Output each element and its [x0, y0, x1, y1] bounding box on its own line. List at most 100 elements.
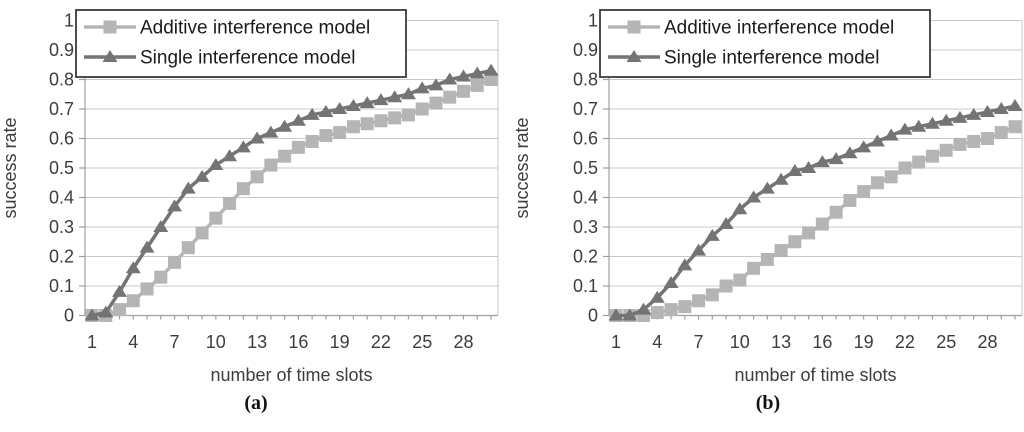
x-tick-label: 28 [453, 332, 473, 352]
x-tick-label: 10 [730, 332, 750, 352]
y-tick-label: 0.2 [573, 247, 598, 267]
series-marker-additive [484, 73, 498, 86]
series-marker-additive [788, 235, 802, 249]
series-marker-additive [953, 137, 967, 151]
series-marker-single [897, 122, 913, 135]
series-marker-single [290, 113, 306, 126]
series-marker-single [938, 113, 954, 126]
legend-label: Additive interference model [140, 18, 370, 39]
y-tick-label: 0.3 [49, 217, 74, 237]
series-marker-single [208, 158, 224, 171]
series-marker-single [649, 290, 665, 303]
series-marker-single [814, 155, 830, 168]
x-tick-label: 4 [652, 332, 662, 352]
series-marker-single [304, 107, 320, 120]
chart-panel-b: 0 0.1 0.2 0.3 0.4 0.5 0.6 0.7 0.8 0.9 1 1 4 7 10 13 16 19… [512, 0, 1024, 432]
series-marker-additive [967, 134, 981, 148]
series-marker-single [856, 140, 872, 153]
series-marker-single [442, 72, 458, 85]
series-marker-single [167, 199, 183, 212]
series-marker-additive [650, 306, 664, 320]
x-tick-label: 1 [87, 332, 97, 352]
series-marker-single [732, 202, 748, 215]
y-tick-label: 0.6 [49, 129, 74, 149]
series-marker-single [952, 110, 968, 123]
series-marker-single [180, 181, 196, 194]
x-axis-title: number of time slots [734, 365, 896, 385]
series-marker-single [249, 131, 265, 144]
x-tick-label: 7 [694, 332, 704, 352]
y-tick-label: 0.7 [573, 99, 598, 119]
series-marker-single [869, 134, 885, 147]
legend-swatch-marker [626, 50, 642, 62]
y-tick-label: 0.2 [49, 247, 74, 267]
y-tick-label: 0.8 [49, 70, 74, 90]
series-marker-single [263, 125, 279, 138]
series-marker-additive [250, 170, 264, 184]
series-marker-single [332, 102, 348, 114]
series-marker-additive [236, 182, 250, 196]
series-marker-single [746, 190, 762, 203]
y-tick-label: 0.1 [573, 276, 598, 296]
series-marker-single [1007, 99, 1023, 112]
y-tick-label: 0.4 [49, 188, 74, 208]
series-marker-single [636, 302, 652, 315]
series-marker-single [773, 172, 789, 185]
series-marker-single [883, 128, 899, 141]
series-marker-additive [209, 211, 223, 225]
series-marker-single [139, 240, 155, 253]
x-tick-label: 13 [771, 332, 791, 352]
series-marker-additive [898, 161, 912, 175]
series-marker-additive [168, 255, 182, 269]
series-marker-additive [401, 108, 415, 122]
x-tick-label: 25 [936, 332, 956, 352]
series-marker-single [387, 90, 403, 103]
series-marker-additive [470, 78, 484, 92]
series-marker-single [828, 152, 844, 165]
legend-swatch-marker [102, 50, 118, 62]
series-marker-additive [264, 158, 278, 172]
series-marker-additive [870, 176, 884, 190]
x-tick-label: 16 [288, 332, 308, 352]
series-marker-additive [980, 132, 994, 145]
x-axis-title: number of time slots [210, 365, 372, 385]
series-marker-single [98, 305, 114, 318]
y-tick-label: 0.4 [573, 188, 598, 208]
series-marker-additive [760, 252, 774, 266]
legend-box [75, 9, 407, 78]
series-marker-single [993, 102, 1009, 114]
series-marker-single [428, 78, 444, 91]
series-marker-additive [456, 84, 470, 98]
series-marker-single [469, 66, 485, 79]
series-marker-single [222, 149, 238, 162]
x-tick-label: 19 [854, 332, 874, 352]
series-marker-single [979, 104, 995, 117]
series-marker-single [125, 261, 141, 274]
series-marker-single [622, 308, 638, 321]
series-marker-additive [747, 261, 761, 275]
x-tick-label: 4 [128, 332, 138, 352]
series-marker-single [704, 228, 720, 241]
series-marker-additive [388, 111, 402, 125]
series-marker-additive [374, 114, 388, 128]
series-marker-additive [181, 241, 195, 255]
chart-a-canvas: 0 0.1 0.2 0.3 0.4 0.5 0.6 0.7 0.8 0.9 1 1 4 7 10 13 16 19… [0, 9, 499, 385]
series-marker-additive [346, 120, 360, 134]
series-marker-additive [994, 126, 1008, 140]
x-tick-label: 25 [412, 332, 432, 352]
series-marker-additive [429, 96, 443, 110]
chart-b-caption: (b) [755, 392, 781, 414]
series-marker-single [373, 93, 389, 106]
y-tick-label: 0.5 [49, 158, 74, 178]
legend-swatch-marker [103, 20, 117, 34]
series-marker-additive [1008, 120, 1022, 134]
series-marker-single [842, 146, 858, 159]
chart-panel-a: 0 0.1 0.2 0.3 0.4 0.5 0.6 0.7 0.8 0.9 1 1 4 7 10 13 16 19… [0, 9, 499, 414]
series-marker-single [84, 308, 100, 321]
series-marker-additive [733, 273, 747, 287]
legend-label: Single interference model [140, 48, 355, 69]
x-tick-label: 10 [206, 332, 226, 352]
series-marker-additive [678, 300, 692, 314]
series-marker-single [718, 217, 734, 230]
series-marker-single [801, 161, 817, 173]
